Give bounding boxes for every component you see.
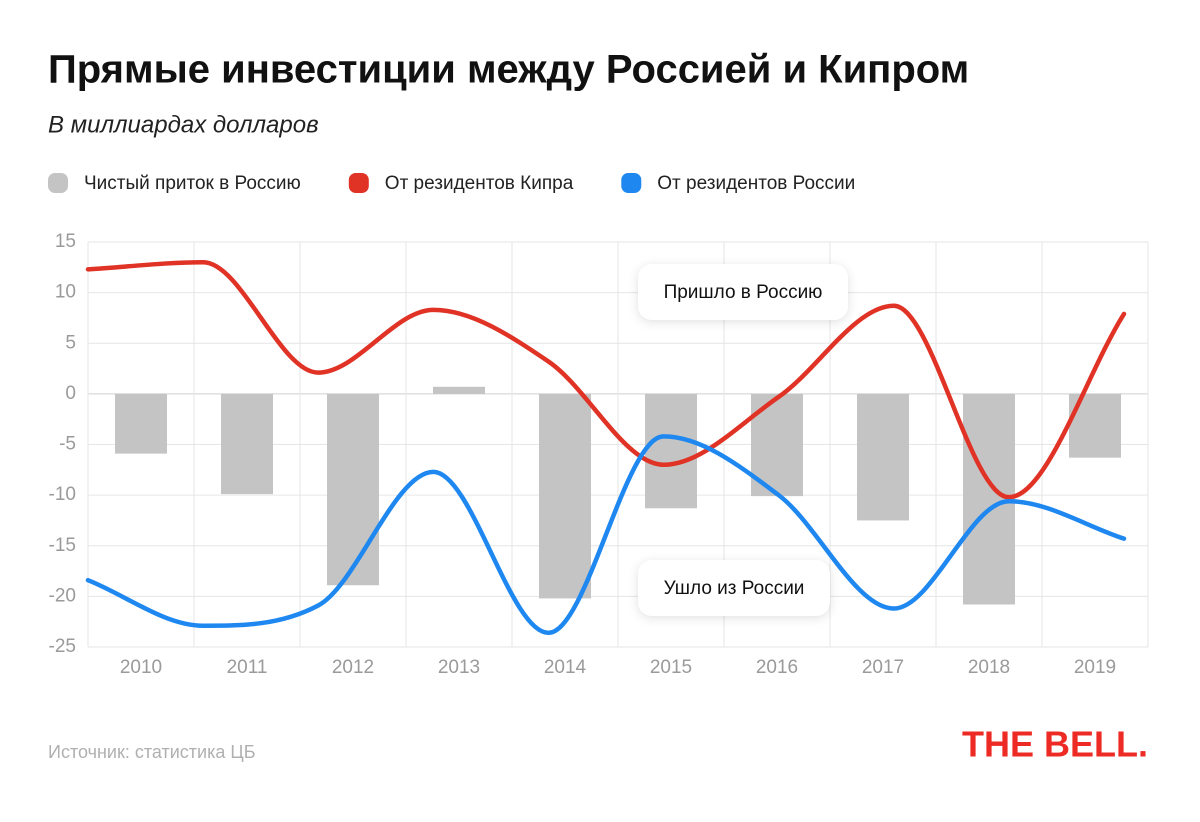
y-tick-label: -20 bbox=[49, 585, 76, 606]
chart-subtitle: В миллиардах долларов bbox=[48, 111, 319, 138]
annotation-box bbox=[638, 560, 830, 616]
annotation-text: Пришло в Россию bbox=[664, 282, 823, 303]
y-tick-label: 15 bbox=[55, 231, 76, 252]
bar bbox=[539, 393, 591, 599]
y-tick-label: 0 bbox=[65, 383, 76, 404]
y-tick-label: 5 bbox=[65, 332, 76, 353]
chart-title: Прямые инвестиции между Россией и Кипром bbox=[48, 48, 969, 92]
annotation-box bbox=[638, 264, 848, 320]
x-tick-label: 2012 bbox=[332, 657, 374, 678]
logo: THE BELL. bbox=[962, 724, 1148, 765]
x-tick-label: 2015 bbox=[650, 657, 692, 678]
legend-label: От резидентов России bbox=[657, 173, 855, 194]
lines bbox=[85, 259, 1127, 636]
legend-label: От резидентов Кипра bbox=[385, 173, 574, 194]
bar bbox=[433, 386, 485, 394]
annotation-text: Ушло из России bbox=[664, 578, 805, 599]
bar bbox=[221, 393, 273, 495]
bar bbox=[857, 393, 909, 521]
annotation: Пришло в Россию Ушло из России bbox=[638, 264, 848, 616]
x-tick-label: 2017 bbox=[862, 657, 904, 678]
y-tick-label: -5 bbox=[59, 434, 76, 455]
bar bbox=[327, 393, 379, 586]
x-tick-label: 2013 bbox=[438, 657, 480, 678]
x-tick-label: 2019 bbox=[1074, 657, 1116, 678]
x-tick-label: 2010 bbox=[120, 657, 162, 678]
legend-swatch bbox=[48, 173, 68, 193]
legend-swatch bbox=[621, 173, 642, 193]
legend-label: Чистый приток в Россию bbox=[84, 173, 301, 194]
x-tick-label: 2016 bbox=[756, 657, 798, 678]
y-tick-label: -10 bbox=[49, 484, 76, 505]
bar bbox=[645, 393, 697, 509]
y-tick-label: -25 bbox=[49, 636, 76, 657]
y-tick-label: 10 bbox=[55, 282, 76, 303]
bars bbox=[115, 386, 1121, 605]
line bbox=[85, 434, 1127, 636]
x-tick-label: 2014 bbox=[544, 657, 587, 678]
source: Источник: статистика ЦБ bbox=[48, 742, 256, 762]
legend-swatch bbox=[348, 173, 369, 193]
bar bbox=[115, 393, 167, 454]
y-tick-label: -15 bbox=[49, 535, 76, 556]
legend: Чистый приток в Россию От резидентов Кипр… bbox=[48, 173, 855, 194]
x-tick-label: 2018 bbox=[968, 657, 1010, 678]
x-tick-label: 2011 bbox=[227, 657, 268, 678]
